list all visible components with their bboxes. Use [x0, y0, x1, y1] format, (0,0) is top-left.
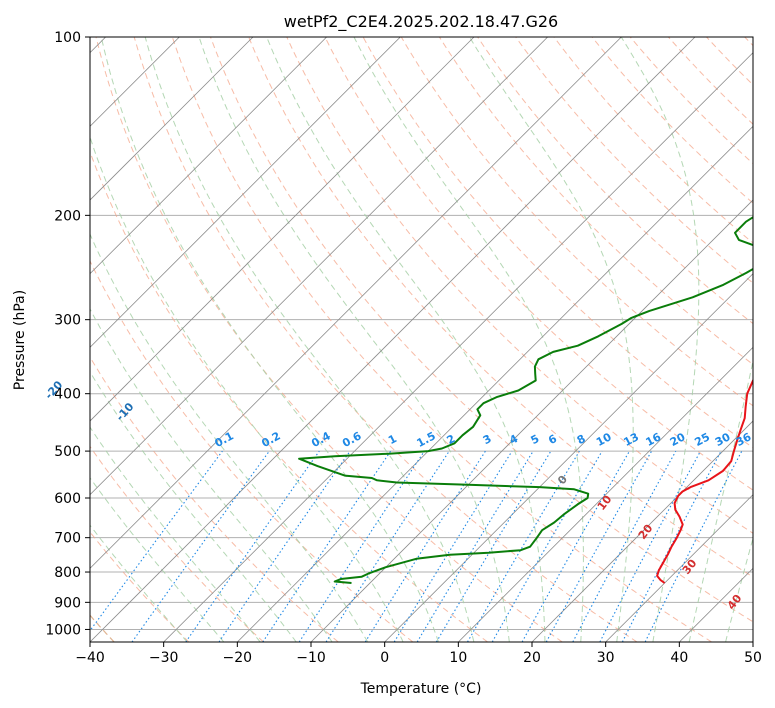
mixing-ratio-label: 25 — [692, 430, 712, 449]
isotherm-line — [90, 37, 401, 348]
moist-adiabat-line — [353, 37, 584, 642]
moist-adiabat-line — [266, 37, 546, 642]
mixing-ratio-line — [416, 450, 534, 642]
mixing-ratio-line — [545, 450, 653, 642]
moist-adiabat-line — [198, 37, 510, 642]
moist-adiabat-line — [90, 308, 333, 642]
isotherm-line — [605, 494, 753, 642]
moist-adiabat-line — [90, 370, 297, 642]
isotherm-line — [90, 37, 696, 642]
mixing-ratio-label: 20 — [668, 430, 688, 449]
y-axis-ticks: 100 200 300 400 500 600 700 800 900 1000 — [45, 30, 90, 638]
isotherm-line — [90, 37, 475, 422]
dry-adiabat-line — [95, 37, 563, 642]
y-tick-label: 300 — [54, 313, 81, 329]
x-tick-label: −20 — [223, 650, 253, 666]
isotherm-grid — [90, 37, 753, 642]
y-tick-label: 400 — [54, 387, 81, 403]
x-axis-label: Temperature (°C) — [360, 681, 482, 697]
dry-adiabat-line — [324, 37, 753, 491]
mixing-ratio-label: 36 — [734, 430, 754, 449]
chart-title: wetPf2_C2E4.2025.202.18.47.G26 — [284, 12, 558, 32]
moist-adiabat-line — [90, 135, 404, 642]
y-tick-label: 200 — [54, 208, 81, 224]
mixing-ratio-line — [185, 450, 320, 642]
y-tick-label: 900 — [54, 595, 81, 611]
dry-adiabat-line — [210, 37, 753, 623]
mixing-ratio-line — [572, 450, 677, 642]
isotherm-line — [458, 346, 753, 642]
isotherm-line — [90, 37, 254, 201]
y-tick-label: 100 — [54, 30, 81, 46]
mixing-ratio-line — [644, 450, 743, 642]
dry-adiabat-line — [90, 356, 339, 642]
mixing-ratio-line — [131, 450, 270, 642]
mixing-ratio-label: 13 — [621, 430, 641, 449]
y-tick-label: 600 — [54, 491, 81, 507]
mixing-ratio-line — [298, 450, 425, 642]
x-tick-label: −10 — [296, 650, 326, 666]
dry-adiabat-line — [286, 37, 753, 534]
moist-adiabat-line — [90, 524, 188, 642]
x-tick-label: 30 — [597, 650, 615, 666]
dry-adiabats — [90, 37, 753, 642]
mixing-ratio-lines — [90, 450, 743, 642]
mixing-ratio-label: 10 — [594, 430, 614, 449]
mixing-ratio-line — [325, 450, 450, 642]
isotherm-line — [90, 37, 548, 496]
y-tick-label: 1000 — [45, 622, 81, 638]
moist-adiabat-line — [90, 476, 225, 642]
moist-adiabat-line — [90, 426, 261, 642]
dewpoint-profile-line — [298, 216, 753, 584]
mixing-ratio-line — [393, 450, 513, 642]
moist-adiabat-line — [144, 37, 475, 642]
y-tick-label: 800 — [54, 565, 81, 581]
dry-adiabat-line — [248, 37, 753, 578]
x-axis-ticks: −40 −30 −20 −10 0 10 20 30 40 50 — [75, 642, 762, 666]
mixing-ratio-line — [262, 450, 392, 642]
x-tick-label: 10 — [449, 650, 467, 666]
mixing-ratio-line — [218, 450, 351, 642]
temperature-profile-line — [656, 378, 753, 584]
x-tick-label: 50 — [744, 650, 762, 666]
dry-adiabat-line — [515, 37, 753, 284]
isobar-grid — [90, 37, 753, 630]
x-tick-label: 20 — [523, 650, 541, 666]
isotherm-line — [90, 37, 327, 275]
isotherm-line — [384, 273, 753, 642]
x-tick-label: 0 — [380, 650, 389, 666]
moist-adiabat-line — [688, 358, 753, 642]
moist-adiabat-line — [620, 37, 700, 642]
dry-adiabat-line — [171, 37, 712, 642]
dry-adiabat-line — [133, 37, 638, 642]
y-tick-label: 700 — [54, 531, 81, 547]
isotherm-line — [531, 420, 753, 642]
y-tick-label: 500 — [54, 444, 81, 460]
x-tick-label: 40 — [670, 650, 688, 666]
isotherm-line — [237, 125, 753, 642]
moist-adiabat-line — [100, 37, 439, 642]
profiles — [298, 216, 753, 584]
mixing-ratio-line — [90, 450, 223, 632]
dry-adiabat-line — [90, 259, 414, 642]
mixing-ratio-label: 16 — [644, 430, 664, 449]
x-tick-label: −40 — [75, 650, 105, 666]
isotherm-line — [163, 52, 753, 642]
plot-frame — [89, 36, 754, 643]
moist-adiabat-line — [725, 536, 753, 642]
mixing-ratio-line — [521, 450, 630, 642]
x-tick-label: −30 — [149, 650, 179, 666]
mixing-ratio-label: 30 — [713, 430, 733, 449]
y-axis-label: Pressure (hPa) — [12, 290, 28, 390]
isotherm-line — [310, 199, 753, 642]
isotherm-line — [90, 37, 622, 569]
dry-adiabat-line — [90, 445, 264, 642]
